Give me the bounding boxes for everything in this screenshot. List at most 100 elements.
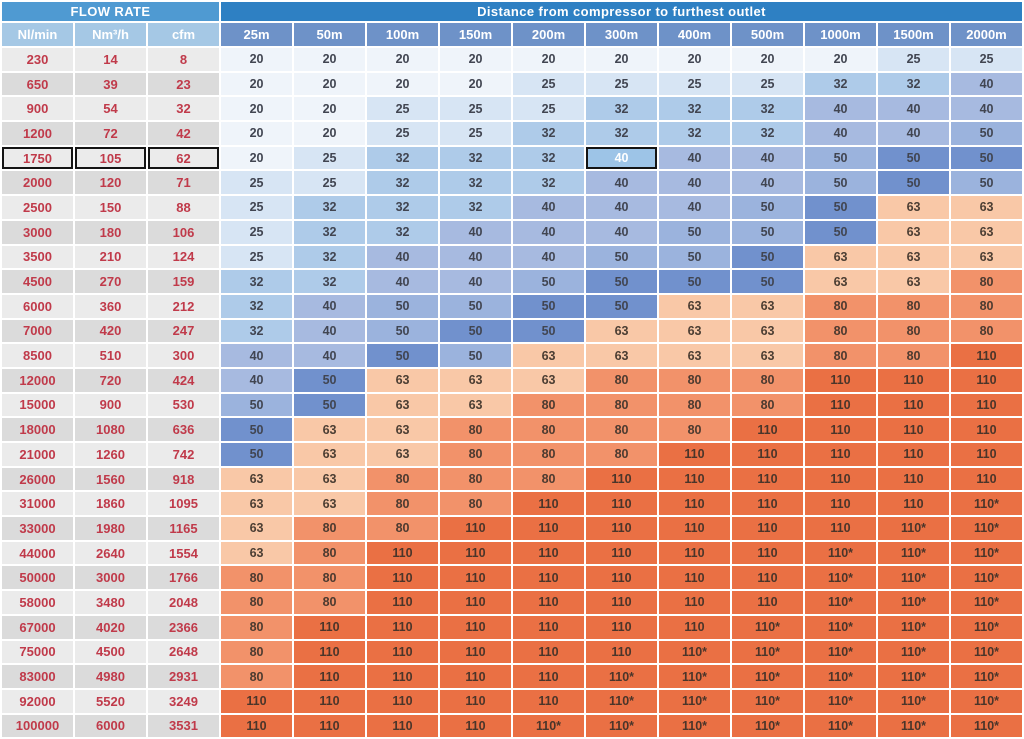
pipe-size-cell: 110* [732,640,804,664]
pipe-size-cell: 32 [294,220,366,244]
pipe-size-cell: 110 [367,714,439,738]
table-row: 83000 4980 2931 80 110 110 110 110 110* 110* 110* 1… [2,665,1023,688]
table-row: 26000 1560 918 63 63 80 80 80 110 110 110 110 110 110 [2,467,1023,491]
flow-rate-cell: 1860 [75,492,146,516]
pipe-size-cell: 40 [951,97,1023,121]
pipe-size-cell: 110 [878,492,950,516]
pipe-size-cell: 80 [878,319,950,343]
pipe-size-cell: 110 [805,467,877,491]
pipe-size-cell: 50 [513,319,585,343]
pipe-size-cell: 50 [805,146,877,170]
pipe-size-cell: 110 [294,714,366,738]
table-row: 3000 180 106 25 32 32 40 40 40 50 50 50 63 63 [2,220,1023,244]
pipe-size-cell: 63 [805,245,877,269]
pipe-size-cell: 110 [367,591,439,614]
pipe-size-cell: 40 [732,171,804,195]
pipe-size-cell: 110 [805,418,877,441]
pipe-size-cell: 110 [732,492,804,516]
flow-rate-cell: 124 [148,245,220,269]
pipe-size-cell: 40 [805,97,877,121]
pipe-size-cell: 50 [586,270,658,293]
pipe-size-cell: 110* [878,714,950,738]
pipe-size-cell: 110 [951,393,1023,417]
pipe-size-cell: 40 [221,368,293,392]
pipe-size-cell: 80 [586,368,658,392]
table-row: 31000 1860 1095 63 63 80 80 110 110 110 110 110 110 1… [2,492,1023,516]
flow-rate-cell: 1560 [75,467,146,491]
pipe-size-cell: 110 [440,689,512,713]
pipe-size-cell: 50 [951,171,1023,195]
pipe-size-cell: 110 [805,492,877,516]
table-row: 58000 3480 2048 80 80 110 110 110 110 110 110 110* 1… [2,591,1023,614]
pipe-size-cell: 25 [586,72,658,96]
pipe-size-cell: 32 [732,122,804,145]
pipe-size-cell: 63 [294,443,366,466]
pipe-size-cell: 63 [951,220,1023,244]
pipe-size-cell: 110 [951,443,1023,466]
pipe-size-cell: 20 [440,48,512,71]
pipe-size-cell: 32 [221,270,293,293]
pipe-size-cell: 32 [294,270,366,293]
pipe-size-cell: 80 [586,443,658,466]
pipe-size-cell: 50 [221,418,293,441]
pipe-size-cell: 40 [513,196,585,219]
pipe-size-cell: 40 [878,122,950,145]
pipe-size-cell: 50 [659,245,731,269]
flow-rate-cell: 1980 [75,517,146,540]
pipe-size-cell: 20 [367,48,439,71]
flow-rate-cell: 159 [148,270,220,293]
pipe-size-cell: 40 [513,245,585,269]
flow-rate-cell: 8500 [2,344,73,367]
pipe-size-cell: 80 [221,566,293,590]
table-row: 75000 4500 2648 80 110 110 110 110 110 110* 110* 11… [2,640,1023,664]
pipe-size-cell: 20 [805,48,877,71]
pipe-size-cell: 110* [878,665,950,688]
pipe-size-cell: 110 [367,615,439,639]
pipe-size-cell: 40 [878,97,950,121]
pipe-size-cell: 63 [805,270,877,293]
pipe-size-cell: 32 [513,171,585,195]
pipe-size-cell: 25 [294,146,366,170]
pipe-size-cell: 110 [951,368,1023,392]
pipe-size-cell: 40 [440,245,512,269]
pipe-size-cell: 80 [732,368,804,392]
pipe-size-cell: 80 [513,443,585,466]
table-row: 8500 510 300 40 40 50 50 63 63 63 63 80 80 110 [2,344,1023,367]
pipe-size-cell: 63 [294,418,366,441]
table-row: 12000 720 424 40 50 63 63 63 80 80 80 110 110 110 [2,368,1023,392]
pipe-size-cell: 110 [221,714,293,738]
pipe-size-cell: 110 [659,443,731,466]
pipe-size-cell: 40 [586,171,658,195]
pipe-size-cell: 110 [440,714,512,738]
pipe-size-cell: 110 [440,517,512,540]
flow-rate-cell: 62 [148,146,220,170]
pipe-size-cell: 80 [513,418,585,441]
pipe-size-cell: 80 [951,319,1023,343]
pipe-size-cell: 80 [878,294,950,318]
pipe-size-cell: 110* [878,615,950,639]
pipe-size-cell: 50 [659,270,731,293]
flow-rate-cell: 3500 [2,245,73,269]
pipe-size-cell: 110 [878,467,950,491]
pipe-size-cell: 50 [659,220,731,244]
pipe-size-cell: 25 [440,122,512,145]
pipe-size-cell: 63 [659,344,731,367]
pipe-size-cell: 110 [659,591,731,614]
pipe-size-cell: 63 [732,344,804,367]
pipe-size-cell: 40 [513,220,585,244]
pipe-size-cell: 40 [294,294,366,318]
flow-unit-column-header: Nm³/h [75,23,146,46]
flow-rate-cell: 100000 [2,714,73,738]
pipe-size-cell: 110 [951,344,1023,367]
pipe-size-cell: 110 [586,615,658,639]
table-row: 15000 900 530 50 50 63 63 80 80 80 80 110 110 110 [2,393,1023,417]
flow-rate-cell: 650 [2,72,73,96]
pipe-size-cell: 110* [951,541,1023,565]
pipe-size-cell: 110* [805,566,877,590]
pipe-size-cell: 110 [586,492,658,516]
pipe-size-cell: 32 [732,97,804,121]
pipe-size-cell: 110 [586,517,658,540]
flow-rate-cell: 3000 [2,220,73,244]
table-row: 67000 4020 2366 80 110 110 110 110 110 110 110* 110… [2,615,1023,639]
flow-unit-column-header: Nl/min [2,23,73,46]
